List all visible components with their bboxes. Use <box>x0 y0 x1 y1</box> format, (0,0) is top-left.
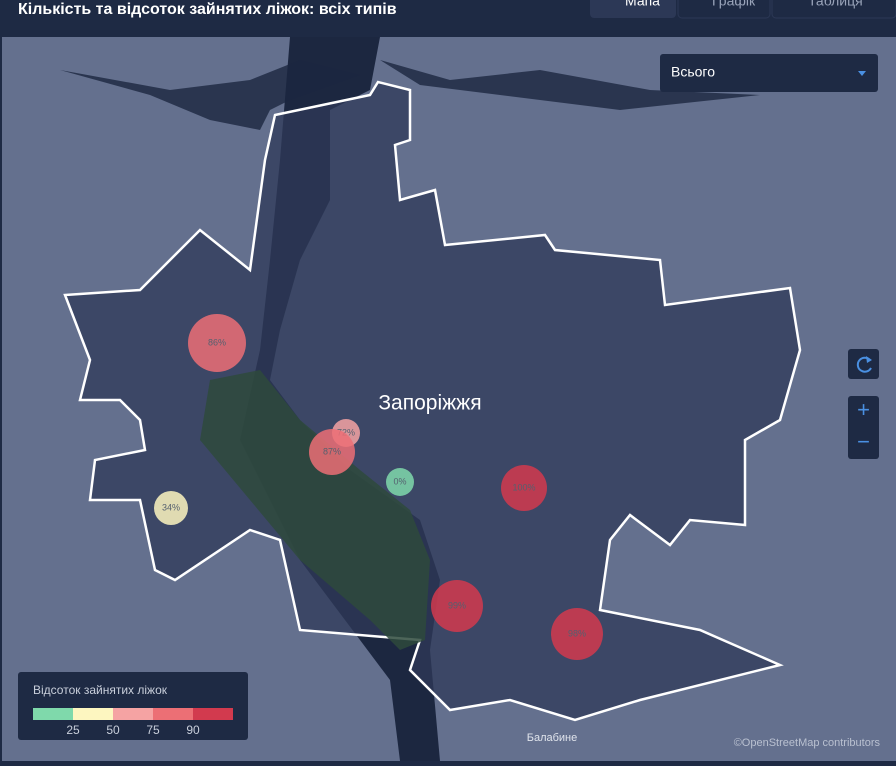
refresh-icon[interactable] <box>856 356 872 373</box>
legend-tick: 75 <box>146 723 160 737</box>
bubble-label: 0% <box>393 476 406 486</box>
legend <box>18 672 248 740</box>
dropdown[interactable] <box>660 54 878 92</box>
tab-map[interactable] <box>590 0 676 18</box>
legend-swatch <box>33 708 73 720</box>
dropdown-value[interactable]: Всього <box>671 64 715 80</box>
island <box>200 370 430 650</box>
bubble <box>431 580 483 632</box>
bubble-label: 100% <box>512 482 535 492</box>
attribution: ©OpenStreetMap contributors <box>734 737 881 749</box>
city-boundary <box>63 80 802 722</box>
bubble <box>188 314 246 372</box>
bubble-label: 34% <box>162 502 180 512</box>
dropdown-caret[interactable] <box>858 71 866 76</box>
tab-chart[interactable] <box>677 0 771 19</box>
refresh-icon[interactable] <box>866 356 872 363</box>
legend-swatch <box>193 708 233 720</box>
refresh-button[interactable] <box>848 349 879 379</box>
legend-tick: 90 <box>186 723 200 737</box>
zoom-in[interactable]: + <box>857 397 870 422</box>
bubble <box>309 429 355 475</box>
legend-title: Відсоток зайнятих ліжок <box>33 683 168 697</box>
bubble <box>386 468 414 496</box>
bubble-label: 98% <box>568 628 586 638</box>
legend-swatch <box>153 708 193 720</box>
river-branch <box>380 60 760 110</box>
bubble-label: 72% <box>337 427 355 437</box>
city-label: Запоріжжя <box>378 392 481 415</box>
legend-tick: 50 <box>106 723 120 737</box>
bubble-label: 99% <box>448 600 466 610</box>
legend-swatch <box>73 708 113 720</box>
tab-label[interactable]: Таблиця <box>808 0 863 9</box>
bubble <box>501 465 547 511</box>
bubble-label: 86% <box>208 337 226 347</box>
tab-label[interactable]: Мапа <box>625 0 660 9</box>
bubble <box>551 608 603 660</box>
place-label: Балабине <box>527 732 578 744</box>
legend-tick: 25 <box>66 723 80 737</box>
tab-table[interactable] <box>771 0 896 19</box>
tab-label[interactable]: Графік <box>712 0 756 9</box>
page-title: Кількість та відсоток зайнятих ліжок: вс… <box>18 1 397 18</box>
legend-swatch <box>113 708 153 720</box>
river-branch <box>60 60 360 130</box>
bubble-label: 87% <box>323 446 341 456</box>
zoom-out[interactable]: − <box>857 429 870 454</box>
bubble <box>154 491 188 525</box>
zoom-panel <box>848 396 879 459</box>
